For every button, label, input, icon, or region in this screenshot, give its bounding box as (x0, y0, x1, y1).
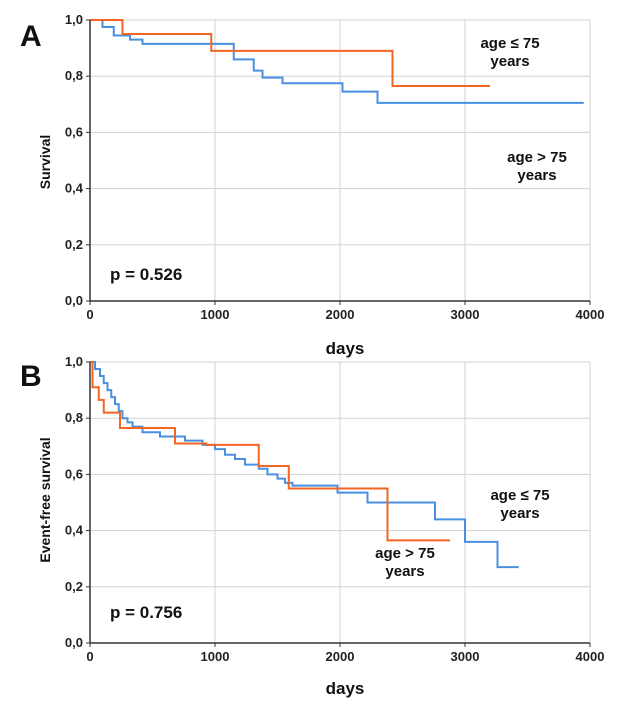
panel-a-series (90, 19, 584, 104)
panel-b-annotation-age-gt-75-line1: age > 75 (375, 545, 435, 562)
panel-b-annotation-age-le-75-line1: age ≤ 75 (490, 487, 549, 504)
panel-a-series-2-curve (90, 19, 490, 88)
panel-a-x-tick-label-0: 0 (86, 307, 93, 322)
panel-b-x-axis-title: days (326, 679, 365, 698)
panel-b-chart: B 0 1000 2000 3000 4000 0,0 0,2 0,4 0,6 0,8 1,0 Ev… (20, 354, 604, 698)
panel-a-x-tick-label-4: 4000 (576, 307, 605, 322)
panel-a-annotation-age-le-75-line2: years (490, 53, 529, 70)
panel-a-series-1-curve (90, 19, 584, 104)
panel-b-axes (86, 361, 591, 647)
panel-b-series (90, 361, 519, 569)
panel-a-annotation-age-gt-75-line2: years (517, 167, 556, 184)
panel-b-y-tick-label-5: 1,0 (65, 354, 83, 369)
panel-a-grid (90, 19, 591, 301)
panel-a-label: A (20, 20, 42, 53)
panel-a-x-axis-title: days (326, 339, 365, 358)
panel-a-annotation-age-le-75-line1: age ≤ 75 (480, 35, 539, 52)
panel-a-y-axis-title: Survival (37, 135, 53, 189)
panel-a-y-tick-label-3: 0,6 (65, 124, 83, 139)
panel-b-y-tick-label-3: 0,6 (65, 466, 83, 481)
panel-a-axes (86, 19, 591, 305)
panel-a-x-tick-label-3: 3000 (451, 307, 480, 322)
panel-b-x-tick-label-1: 1000 (201, 649, 230, 664)
panel-b-label: B (20, 360, 42, 393)
panel-b-grid (90, 361, 591, 643)
panel-b-y-tick-label-2: 0,4 (65, 523, 84, 538)
panel-b-series-2-curve (90, 361, 450, 542)
panel-b-x-tick-label-3: 3000 (451, 649, 480, 664)
panel-b-x-tick-label-0: 0 (86, 649, 93, 664)
panel-b-x-tick-label-2: 2000 (326, 649, 355, 664)
panel-a-chart: A 0 1000 2000 3000 4000 0,0 0,2 0,4 0,6 0,8 1,0 Su… (20, 12, 604, 358)
panel-a-tick-labels: 0 1000 2000 3000 4000 0,0 0,2 0,4 0,6 0,8 1,0 (65, 12, 605, 322)
panel-a-y-tick-label-1: 0,2 (65, 237, 83, 252)
panel-a-y-tick-label-5: 1,0 (65, 12, 83, 27)
panel-b-tick-labels: 0 1000 2000 3000 4000 0,0 0,2 0,4 0,6 0,8 1,0 (65, 354, 605, 664)
panel-a-annotation-age-gt-75-line1: age > 75 (507, 149, 567, 166)
panel-b-y-tick-label-4: 0,8 (65, 410, 83, 425)
panel-a-p-value: p = 0.526 (110, 265, 182, 284)
panel-b-x-tick-label-4: 4000 (576, 649, 605, 664)
panel-a-y-tick-label-0: 0,0 (65, 293, 83, 308)
panel-a-y-tick-label-4: 0,8 (65, 68, 83, 83)
panel-b-y-tick-label-0: 0,0 (65, 635, 83, 650)
panel-a-x-tick-label-2: 2000 (326, 307, 355, 322)
panel-b-p-value: p = 0.756 (110, 603, 182, 622)
panel-b-annotation-age-le-75-line2: years (500, 505, 539, 522)
panel-b-series-1-curve (90, 361, 519, 569)
panel-b-y-axis-title: Event-free survival (37, 437, 53, 562)
panel-a-y-tick-label-2: 0,4 (65, 181, 84, 196)
panel-b-annotation-age-gt-75-line2: years (385, 563, 424, 580)
panel-b-y-tick-label-1: 0,2 (65, 579, 83, 594)
panel-a-x-tick-label-1: 1000 (201, 307, 230, 322)
